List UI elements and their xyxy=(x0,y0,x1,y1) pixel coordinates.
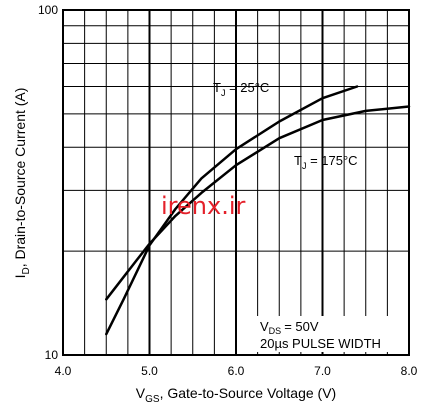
x-axis-label: VGS, Gate-to-Source Voltage (V) xyxy=(136,385,336,405)
grid xyxy=(63,10,409,355)
x-tick-labels: 4.0 5.0 6.0 7.0 8.0 xyxy=(55,364,418,378)
x-tick-label: 5.0 xyxy=(141,364,158,378)
plot-frame xyxy=(62,9,410,356)
y-tick-labels: 10 100 xyxy=(38,3,58,362)
x-tick-label: 4.0 xyxy=(55,364,72,378)
annotation-vds: VDS = 50V xyxy=(260,319,319,336)
annotation-pulse-width: 20µs PULSE WIDTH xyxy=(260,336,381,351)
y-axis-label: ID, Drain-to-Source Current (A) xyxy=(12,88,32,279)
y-tick-label: 10 xyxy=(45,348,59,362)
x-tick-label: 7.0 xyxy=(314,364,331,378)
x-tick-label: 6.0 xyxy=(228,364,245,378)
watermark: irenx.ir xyxy=(161,192,245,220)
series-label-tj-175: TJ = 175°C xyxy=(294,153,358,171)
series-label-tj-25: TJ = 25°C xyxy=(213,80,269,98)
series-line-0 xyxy=(105,85,359,336)
x-tick-label: 8.0 xyxy=(401,364,418,378)
y-tick-label: 100 xyxy=(38,3,58,17)
series-lines xyxy=(105,85,411,336)
series-line-1 xyxy=(105,105,411,301)
annotation-background xyxy=(255,316,397,352)
